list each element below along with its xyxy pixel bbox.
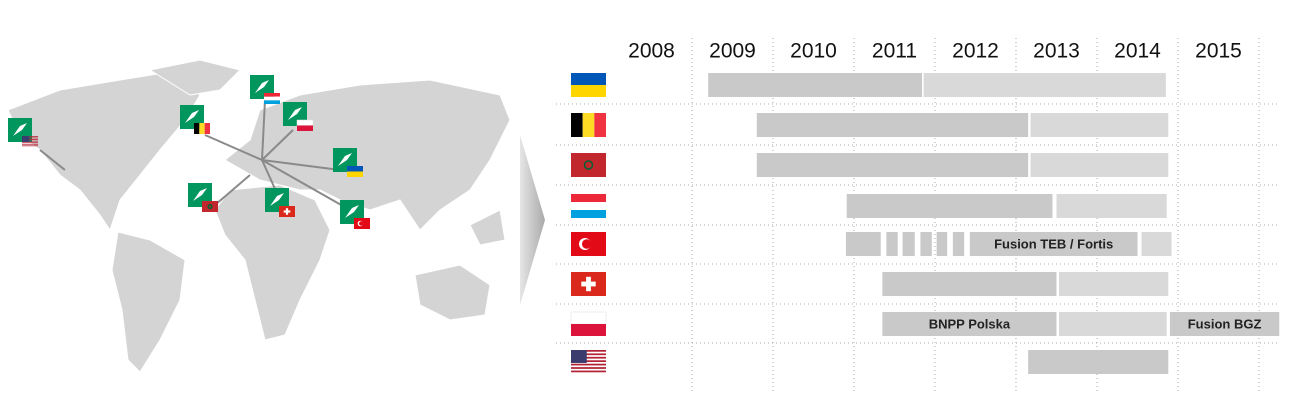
bank-logo-bird xyxy=(193,188,207,201)
world-map xyxy=(7,59,511,373)
flag-part xyxy=(571,210,606,218)
year-label: 2009 xyxy=(709,40,756,63)
timeline-bar xyxy=(756,153,1029,177)
flag-part xyxy=(283,210,291,213)
flag-part xyxy=(571,73,606,85)
flag-part xyxy=(571,194,606,202)
map-connectors xyxy=(39,99,351,211)
flag-part xyxy=(571,113,583,137)
bank-logo-bird xyxy=(270,193,284,206)
flag-part xyxy=(22,142,38,144)
timeline-bar xyxy=(882,312,1057,336)
year-label: 2014 xyxy=(1114,40,1161,63)
flag-part xyxy=(581,281,596,287)
bank-logo-bird xyxy=(288,107,302,120)
flag-part xyxy=(194,123,200,134)
flag-part xyxy=(264,96,280,101)
flag-part xyxy=(571,85,606,97)
timeline-bar xyxy=(952,232,965,256)
bank-logo-bird xyxy=(345,205,359,218)
timeline-bar xyxy=(1056,194,1167,218)
flag-part xyxy=(347,171,363,177)
timeline-bar xyxy=(882,272,1057,296)
flag-part xyxy=(571,367,606,369)
timeline-bar xyxy=(920,232,932,256)
flag-part xyxy=(571,360,606,362)
year-label: 2008 xyxy=(628,40,675,63)
flag-part xyxy=(571,356,606,359)
timeline-bar xyxy=(1058,312,1167,336)
timeline-bar xyxy=(936,232,948,256)
flag-part xyxy=(570,311,607,325)
year-label: 2015 xyxy=(1195,40,1242,63)
bank-logo-bird xyxy=(255,80,269,93)
timeline-bar xyxy=(969,232,1138,256)
flag-part xyxy=(571,350,587,363)
timeline-bar xyxy=(845,232,881,256)
timeline-bar xyxy=(708,73,923,97)
bar-label: Fusion TEB / Fortis xyxy=(994,236,1113,251)
year-label: 2012 xyxy=(952,40,999,63)
bar-label: Fusion BGZ xyxy=(1188,316,1262,331)
flag-part xyxy=(22,139,38,140)
flag-part xyxy=(22,143,38,145)
flag-part xyxy=(571,370,606,373)
timeline-bar xyxy=(1030,153,1169,177)
flag-part xyxy=(264,100,280,104)
timeline-bar xyxy=(1058,272,1169,296)
flag-part xyxy=(571,353,606,356)
bank-icons xyxy=(8,75,370,229)
year-label: 2013 xyxy=(1033,40,1080,63)
flag-part xyxy=(264,93,280,97)
bank-logo-bird xyxy=(13,123,27,136)
flag-part xyxy=(22,136,38,137)
year-label: 2010 xyxy=(790,40,837,63)
flag-part xyxy=(571,202,606,210)
flag-part xyxy=(571,350,606,352)
timeline-bar xyxy=(846,194,1053,218)
timeline-bar xyxy=(923,73,1166,97)
flags xyxy=(570,73,607,373)
flag-part xyxy=(22,136,30,142)
timeline-bar xyxy=(1141,232,1172,256)
flag-part xyxy=(22,137,38,139)
timeline-bar xyxy=(886,232,898,256)
flag-part xyxy=(297,125,313,131)
bank-logo-bird xyxy=(338,153,352,166)
bar-label: BNPP Polska xyxy=(929,316,1011,331)
timeline-bar xyxy=(1028,350,1169,374)
arrow xyxy=(520,135,545,305)
timeline-bar xyxy=(1030,113,1169,137)
flag-part xyxy=(582,113,595,137)
timeline-bar xyxy=(756,113,1029,137)
timeline-bar xyxy=(902,232,915,256)
flag-part xyxy=(594,113,606,137)
bank-logo-bird xyxy=(185,110,199,123)
flag-part xyxy=(581,239,592,249)
timeline-bar xyxy=(1169,312,1280,336)
flag-part xyxy=(571,324,606,336)
flag-part xyxy=(22,145,38,147)
flag-part xyxy=(571,363,606,366)
flag-part xyxy=(296,119,314,126)
flag-part xyxy=(204,123,210,134)
flag-part xyxy=(359,221,364,226)
year-label: 2011 xyxy=(872,40,917,63)
flag-part xyxy=(347,166,363,172)
flag-part xyxy=(199,123,205,134)
flag-part xyxy=(202,201,218,212)
flag-part xyxy=(22,140,38,142)
flag-part xyxy=(207,203,213,210)
flag-part xyxy=(583,160,594,170)
flag-part xyxy=(571,153,606,177)
